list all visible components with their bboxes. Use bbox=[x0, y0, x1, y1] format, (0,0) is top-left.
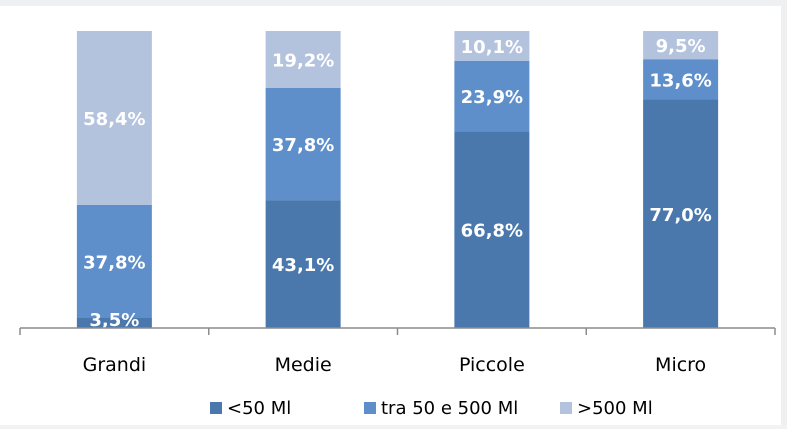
legend-swatch bbox=[210, 402, 222, 414]
bar-piccole-series-1 bbox=[454, 60, 530, 132]
bar-piccole-series-2 bbox=[454, 31, 530, 61]
bar-micro-series-1 bbox=[643, 59, 719, 100]
legend-label: <50 Ml bbox=[227, 398, 291, 419]
segment-label: 23,9% bbox=[461, 87, 523, 108]
segment-label: 66,8% bbox=[461, 221, 523, 242]
category-label: Piccole bbox=[459, 354, 525, 376]
segment-label: 43,1% bbox=[272, 255, 334, 276]
legend-swatch bbox=[364, 402, 376, 414]
bar-medie-series-1 bbox=[265, 87, 341, 201]
bar-medie-series-2 bbox=[265, 31, 341, 88]
legend-label: >500 Ml bbox=[577, 398, 653, 419]
segment-label: 37,8% bbox=[83, 252, 145, 273]
segment-label: 58,4% bbox=[83, 109, 145, 130]
legend-label: tra 50 e 500 Ml bbox=[381, 398, 518, 419]
bar-grandi-series-0 bbox=[76, 317, 152, 328]
bars-group bbox=[76, 31, 719, 329]
segment-label: 37,8% bbox=[272, 135, 334, 156]
category-label: Micro bbox=[655, 354, 706, 376]
bar-grandi-series-1 bbox=[76, 204, 152, 318]
x-axis-ticks bbox=[19, 328, 776, 335]
segment-label: 13,6% bbox=[649, 70, 711, 91]
segment-label: 9,5% bbox=[656, 36, 706, 57]
bar-grandi-series-2 bbox=[76, 31, 152, 205]
segment-label: 77,0% bbox=[649, 205, 711, 226]
segment-labels-group: 3,5% 37,8% 58,4% 43,1% 37,8% 19,2% 66,8% 23,9% 1… bbox=[83, 36, 712, 331]
segment-label: 19,2% bbox=[272, 50, 334, 71]
category-label: Medie bbox=[275, 354, 332, 376]
bar-medie-series-0 bbox=[265, 200, 341, 328]
bar-piccole-series-0 bbox=[454, 131, 530, 328]
segment-label: 3,5% bbox=[89, 310, 139, 331]
bar-micro-series-2 bbox=[643, 31, 719, 60]
bar-micro-series-0 bbox=[643, 99, 719, 329]
category-label: Grandi bbox=[83, 354, 147, 376]
segment-label: 10,1% bbox=[461, 37, 523, 58]
stacked-bar-chart: 3,5% 37,8% 58,4% 43,1% 37,8% 19,2% 66,8% 23,9% 1… bbox=[19, 31, 776, 419]
legend-swatch bbox=[560, 402, 572, 414]
legend: <50 Ml tra 50 e 500 Ml >500 Ml bbox=[210, 398, 653, 419]
category-labels-group: Grandi Medie Piccole Micro bbox=[83, 354, 707, 376]
